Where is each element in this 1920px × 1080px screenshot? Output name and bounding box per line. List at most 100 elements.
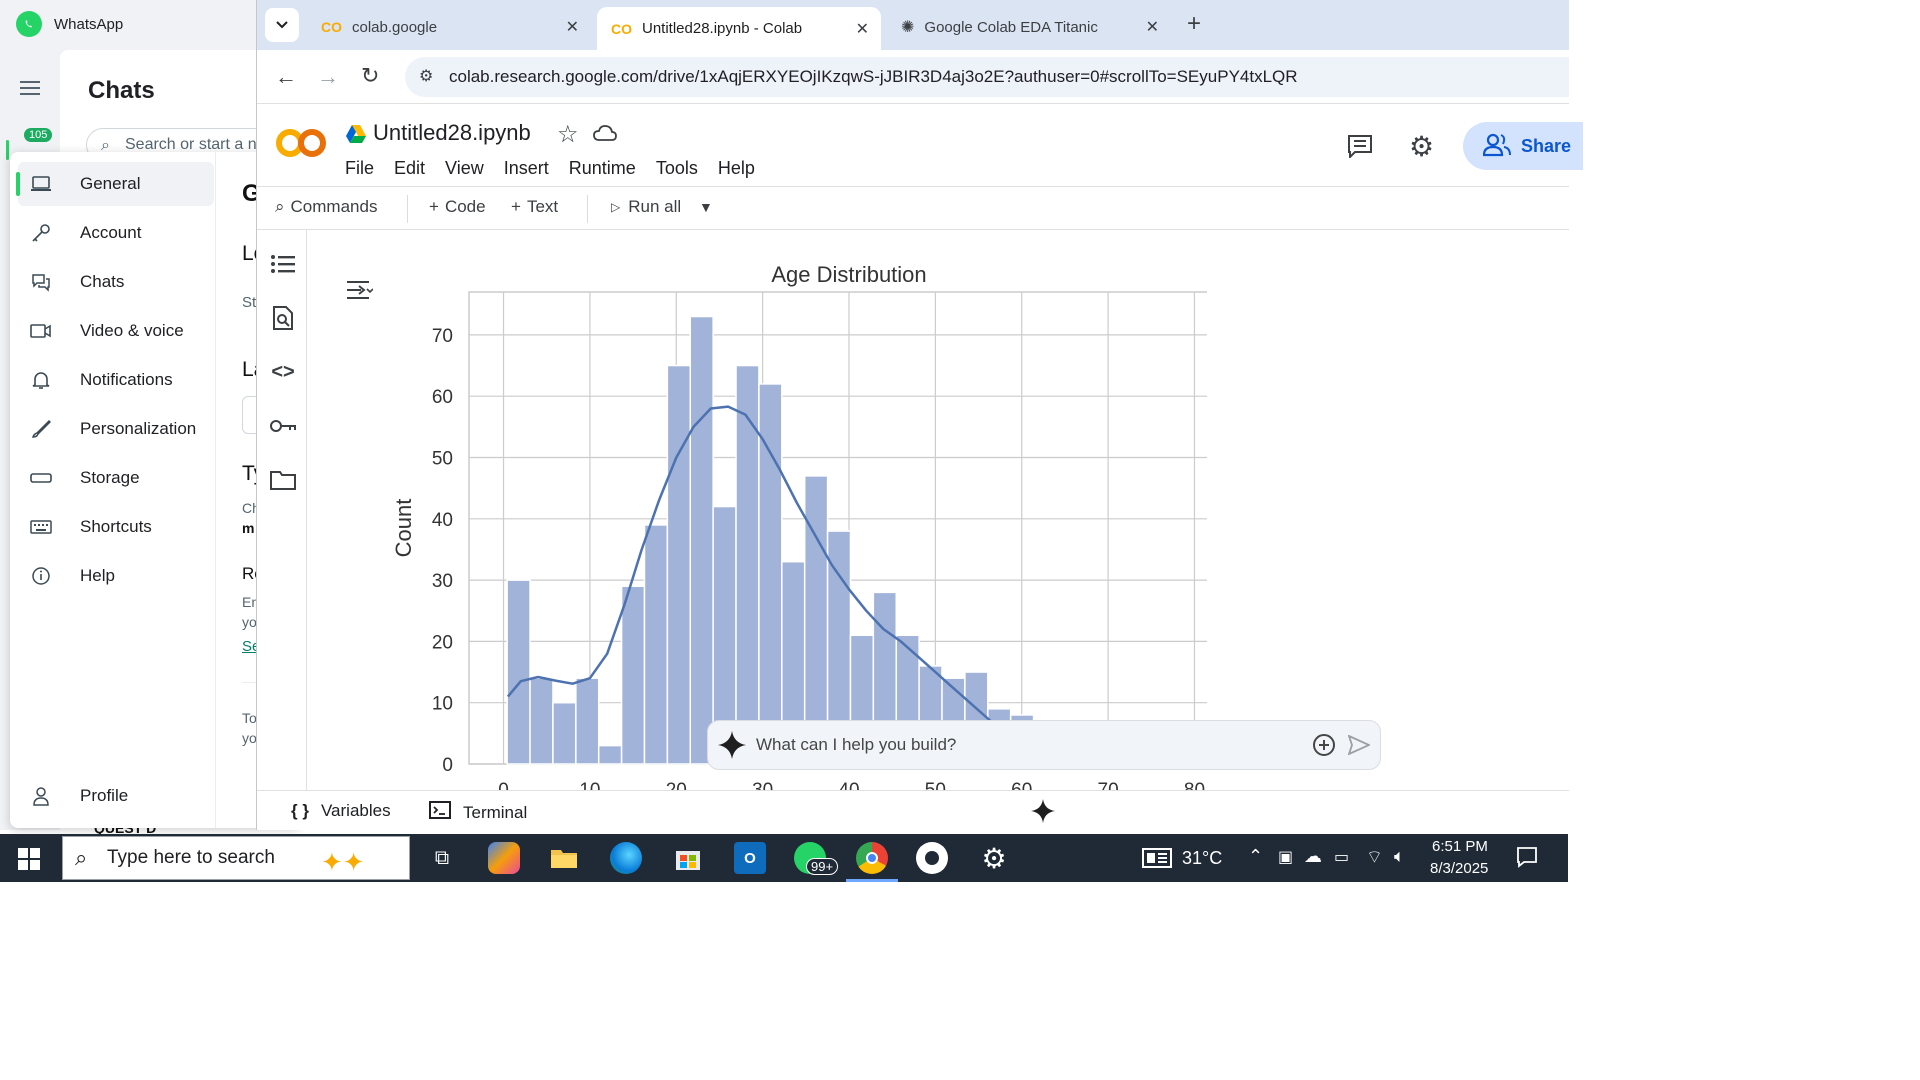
code-snippets-icon[interactable]: <> — [271, 360, 295, 383]
settings-item-video-voice[interactable]: Video & voice — [18, 309, 214, 353]
variables-button[interactable]: { } Variables — [291, 801, 391, 821]
terminal-icon — [429, 801, 451, 824]
chats-nav-icon[interactable]: 105 — [6, 128, 53, 162]
clock-date[interactable]: 8/3/2025 — [1430, 860, 1489, 877]
x-tick-label: 20 — [666, 780, 687, 790]
menu-edit[interactable]: Edit — [394, 158, 426, 178]
microsoft-store-icon[interactable] — [672, 842, 704, 874]
menu-file[interactable]: File — [345, 158, 375, 178]
settings-item-help[interactable]: Help — [18, 554, 214, 598]
tray-chevron-up-icon[interactable]: ⌃ — [1248, 846, 1264, 866]
tab-untitled28[interactable]: CO Untitled28.ipynb - Colab ✕ — [597, 7, 881, 50]
star-icon[interactable]: ☆ — [557, 121, 579, 148]
github-icon[interactable] — [916, 842, 948, 874]
settings-gear-icon[interactable]: ⚙ — [981, 842, 1007, 874]
whatsapp-taskbar-icon[interactable]: 99+ — [794, 842, 839, 875]
terminal-button[interactable]: Terminal — [429, 801, 527, 824]
onedrive-cloud-icon[interactable]: ☁ — [1304, 846, 1322, 866]
close-icon[interactable]: ✕ — [565, 19, 579, 36]
settings-item-profile[interactable]: Profile — [18, 774, 214, 818]
gemini-sparkle-icon[interactable] — [1031, 799, 1055, 828]
tray-meet-icon[interactable]: ▣ — [1278, 849, 1294, 866]
run-dropdown-icon[interactable]: ▼ — [699, 199, 713, 215]
colab-logo-icon[interactable] — [275, 126, 327, 165]
fragment-link[interactable]: Se — [242, 638, 261, 655]
add-code-button[interactable]: + Code — [429, 197, 486, 217]
colab-icon: CO — [611, 20, 632, 37]
settings-item-label: Help — [80, 566, 115, 585]
tab-colab-google[interactable]: CO colab.google ✕ — [307, 7, 591, 47]
settings-item-notifications[interactable]: Notifications — [18, 358, 214, 402]
x-tick-label: 30 — [752, 780, 773, 790]
run-all-button[interactable]: ▷ Run all — [611, 197, 681, 217]
chat-bubbles-icon — [30, 271, 52, 293]
menu-insert[interactable]: Insert — [503, 158, 549, 178]
output-actions-icon[interactable] — [345, 278, 374, 307]
chrome-taskbar-icon[interactable] — [856, 842, 888, 874]
hamburger-menu-icon[interactable] — [20, 80, 40, 96]
add-text-button[interactable]: + Text — [511, 197, 558, 217]
gemini-prompt-bar[interactable]: What can I help you build? — [707, 720, 1381, 770]
taskbar-search-box[interactable]: ⌕ Type here to search ✦✦ — [62, 836, 410, 880]
y-axis-label: Count — [391, 499, 416, 558]
news-widget-icon[interactable] — [1142, 848, 1172, 873]
tab-strip: CO colab.google ✕ CO Untitled28.ipynb - … — [257, 0, 1569, 50]
wifi-icon[interactable]: ⌔ — [1366, 847, 1383, 867]
forward-arrow-icon[interactable]: → — [317, 64, 339, 89]
comments-icon[interactable] — [1347, 134, 1373, 163]
secrets-key-icon[interactable] — [269, 412, 297, 440]
menu-tools[interactable]: Tools — [655, 158, 698, 178]
windows-start-icon[interactable] — [18, 848, 40, 875]
battery-icon[interactable]: ▭ — [1334, 849, 1350, 866]
new-tab-plus-icon[interactable]: + — [1187, 10, 1202, 37]
address-bar[interactable]: ⚙ colab.research.google.com/drive/1xAqjE… — [405, 57, 1569, 97]
reload-icon[interactable]: ↻ — [361, 63, 380, 88]
whatsapp-notification-badge: 99+ — [806, 858, 839, 875]
taskbar-search-placeholder: Type here to search — [107, 847, 275, 868]
commands-button[interactable]: ⌕ Commands — [275, 197, 377, 217]
keyboard-icon — [30, 516, 52, 538]
notifications-icon[interactable] — [1516, 846, 1538, 873]
edge-browser-icon[interactable] — [610, 842, 642, 874]
file-explorer-icon[interactable] — [548, 842, 580, 874]
close-icon[interactable]: ✕ — [855, 20, 869, 38]
folder-icon[interactable] — [269, 466, 297, 494]
menu-runtime[interactable]: Runtime — [568, 158, 636, 178]
settings-item-account[interactable]: Account — [18, 211, 214, 255]
share-button[interactable]: Share — [1463, 122, 1583, 170]
x-tick-label: 50 — [925, 780, 946, 790]
add-circle-icon[interactable] — [1312, 733, 1336, 762]
back-arrow-icon[interactable]: ← — [275, 64, 297, 89]
gear-icon[interactable]: ⚙ — [1409, 131, 1435, 162]
laptop-icon — [30, 173, 52, 195]
search-icon: ⌕ — [275, 197, 285, 216]
outlook-icon[interactable]: O — [734, 842, 766, 874]
settings-item-general[interactable]: General — [16, 162, 214, 206]
bell-icon — [30, 369, 52, 391]
volume-icon[interactable]: 🔈︎ — [1394, 846, 1405, 866]
profile-icon — [30, 785, 52, 807]
clock-time[interactable]: 6:51 PM — [1432, 838, 1488, 855]
y-tick-label: 30 — [432, 571, 453, 592]
close-icon[interactable]: ✕ — [1145, 19, 1159, 36]
menu-help[interactable]: Help — [717, 158, 755, 178]
brush-icon — [30, 418, 52, 440]
settings-item-storage[interactable]: Storage — [18, 456, 214, 500]
whatsapp-app-title: WhatsApp — [54, 15, 124, 33]
tab-search-button[interactable] — [265, 8, 299, 42]
copilot-app-icon[interactable] — [488, 842, 520, 874]
send-icon[interactable] — [1347, 734, 1372, 760]
tab-eda-titanic[interactable]: ✺ Google Colab EDA Titanic ✕ — [887, 7, 1171, 47]
settings-item-personalization[interactable]: Personalization — [18, 407, 214, 451]
weather-temperature[interactable]: 31°C — [1182, 848, 1223, 868]
y-tick-label: 0 — [442, 755, 453, 776]
settings-item-shortcuts[interactable]: Shortcuts — [18, 505, 214, 549]
notebook-title[interactable]: Untitled28.ipynb — [373, 120, 531, 145]
whatsapp-window: WhatsApp 105 Chats ⌕ Search or start a n… — [0, 0, 300, 836]
menu-view[interactable]: View — [445, 158, 484, 178]
settings-item-chats[interactable]: Chats — [18, 260, 214, 304]
find-replace-icon[interactable] — [269, 304, 297, 332]
colab-toolbar: ⌕ Commands + Code + Text ▷ Run all ▼ — [257, 186, 1569, 230]
task-view-icon[interactable]: ⧉ — [434, 846, 450, 869]
table-of-contents-icon[interactable] — [269, 250, 297, 278]
